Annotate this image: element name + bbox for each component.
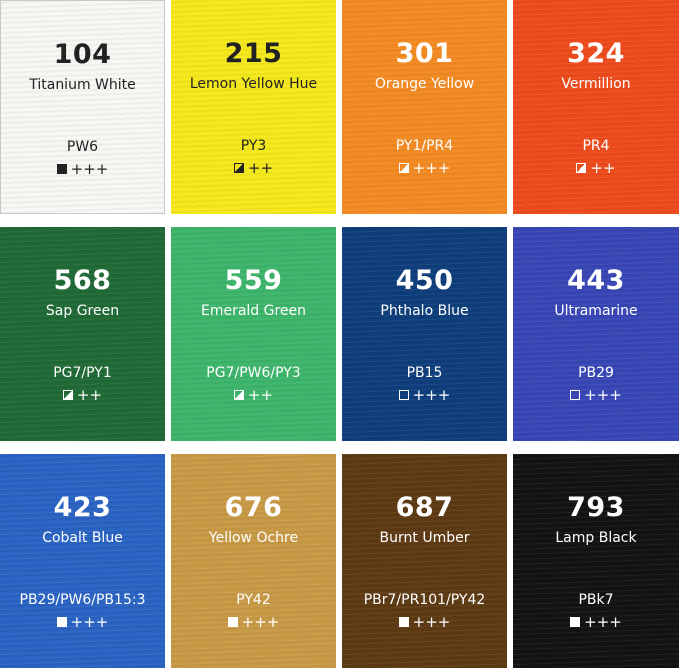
swatch-name: Phthalo Blue — [380, 303, 469, 319]
swatch-emerald-green: 559 Emerald Green PG7/PW6/PY3 ++ — [171, 227, 336, 441]
lightfastness-rating: ++ — [590, 159, 616, 177]
swatch-lemon-yellow-hue: 215 Lemon Yellow Hue PY3 ++ — [171, 0, 336, 214]
swatch-name: Yellow Ochre — [208, 530, 299, 546]
lightfastness-rating: +++ — [412, 386, 451, 404]
lightfastness-rating: ++ — [76, 386, 103, 404]
swatch-name: Lemon Yellow Hue — [189, 76, 318, 92]
swatch-name: Lamp Black — [555, 530, 637, 546]
swatch-name: Cobalt Blue — [42, 530, 123, 546]
swatch-vermillion: 324 Vermillion PR4 ++ — [513, 0, 679, 214]
opaque-icon — [570, 617, 581, 627]
swatch-orange-yellow: 301 Orange Yellow PY1/PR4 +++ — [342, 0, 507, 214]
swatch-ultramarine: 443 Ultramarine PB29 +++ — [513, 227, 679, 441]
swatch-pigment: PY1/PR4 — [395, 138, 454, 154]
swatch-cobalt-blue: 423 Cobalt Blue PB29/PW6/PB15:3 +++ — [0, 454, 165, 668]
lightfastness-rating: +++ — [70, 160, 109, 178]
transparent-icon — [398, 390, 409, 400]
transparent-icon — [570, 390, 581, 400]
swatch-pigment: PB15 — [406, 365, 443, 381]
swatch-name: Emerald Green — [200, 303, 307, 319]
semi-opaque-icon — [233, 390, 244, 400]
lightfastness-rating: +++ — [412, 159, 451, 177]
swatch-number: 568 — [53, 265, 112, 296]
lightfastness-rating: +++ — [70, 613, 109, 631]
swatch-pigment: PB29 — [578, 365, 614, 381]
semi-opaque-icon — [398, 163, 409, 173]
opaque-icon — [227, 617, 238, 627]
swatch-name: Burnt Umber — [379, 530, 470, 546]
swatch-rating: ++ — [0, 386, 165, 404]
semi-opaque-icon — [233, 163, 244, 173]
swatch-lamp-black: 793 Lamp Black PBk7 +++ — [513, 454, 679, 668]
swatch-rating: +++ — [1, 160, 164, 178]
swatch-pigment: PW6 — [66, 139, 99, 155]
swatch-sap-green: 568 Sap Green PG7/PY1 ++ — [0, 227, 165, 441]
semi-opaque-icon — [62, 390, 73, 400]
opaque-icon — [56, 164, 67, 174]
semi-opaque-icon — [576, 163, 587, 173]
swatch-number: 443 — [567, 265, 625, 296]
swatch-rating: +++ — [342, 159, 507, 177]
swatch-pigment: PG7/PW6/PY3 — [206, 365, 301, 381]
swatch-phthalo-blue: 450 Phthalo Blue PB15 +++ — [342, 227, 507, 441]
swatch-rating: +++ — [0, 613, 165, 631]
swatch-number: 559 — [224, 265, 283, 296]
lightfastness-rating: +++ — [584, 386, 622, 404]
swatch-rating: ++ — [171, 386, 336, 404]
lightfastness-rating: ++ — [247, 386, 274, 404]
swatch-pigment: PB29/PW6/PB15:3 — [19, 592, 146, 608]
swatch-number: 793 — [567, 492, 625, 523]
swatch-number: 104 — [53, 39, 112, 70]
swatch-rating: +++ — [513, 386, 679, 404]
swatch-rating: +++ — [513, 613, 679, 631]
swatch-pigment: PG7/PY1 — [53, 365, 112, 381]
opaque-icon — [56, 617, 67, 627]
swatch-rating: ++ — [513, 159, 679, 177]
swatch-pigment: PR4 — [582, 138, 610, 154]
swatch-number: 687 — [395, 492, 454, 523]
lightfastness-rating: ++ — [247, 159, 274, 177]
swatch-name: Ultramarine — [554, 303, 638, 319]
swatch-name: Titanium White — [29, 77, 136, 93]
swatch-number: 324 — [567, 38, 625, 69]
lightfastness-rating: +++ — [412, 613, 451, 631]
swatch-rating: ++ — [171, 159, 336, 177]
swatch-number: 423 — [53, 492, 112, 523]
swatch-pigment: PY42 — [236, 592, 271, 608]
opaque-icon — [398, 617, 409, 627]
swatch-number: 676 — [224, 492, 283, 523]
swatch-pigment: PBr7/PR101/PY42 — [363, 592, 486, 608]
swatch-number: 215 — [224, 38, 283, 69]
swatch-rating: +++ — [171, 613, 336, 631]
lightfastness-rating: +++ — [241, 613, 280, 631]
swatch-rating: +++ — [342, 613, 507, 631]
swatch-number: 450 — [395, 265, 454, 296]
swatch-name: Orange Yellow — [374, 76, 475, 92]
swatch-titanium-white: 104 Titanium White PW6 +++ — [0, 0, 165, 214]
swatch-name: Sap Green — [45, 303, 120, 319]
swatch-number: 301 — [395, 38, 454, 69]
swatch-rating: +++ — [342, 386, 507, 404]
swatch-burnt-umber: 687 Burnt Umber PBr7/PR101/PY42 +++ — [342, 454, 507, 668]
swatch-yellow-ochre: 676 Yellow Ochre PY42 +++ — [171, 454, 336, 668]
swatch-pigment: PBk7 — [578, 592, 614, 608]
swatch-name: Vermillion — [561, 76, 631, 92]
lightfastness-rating: +++ — [584, 613, 622, 631]
swatch-pigment: PY3 — [240, 138, 267, 154]
